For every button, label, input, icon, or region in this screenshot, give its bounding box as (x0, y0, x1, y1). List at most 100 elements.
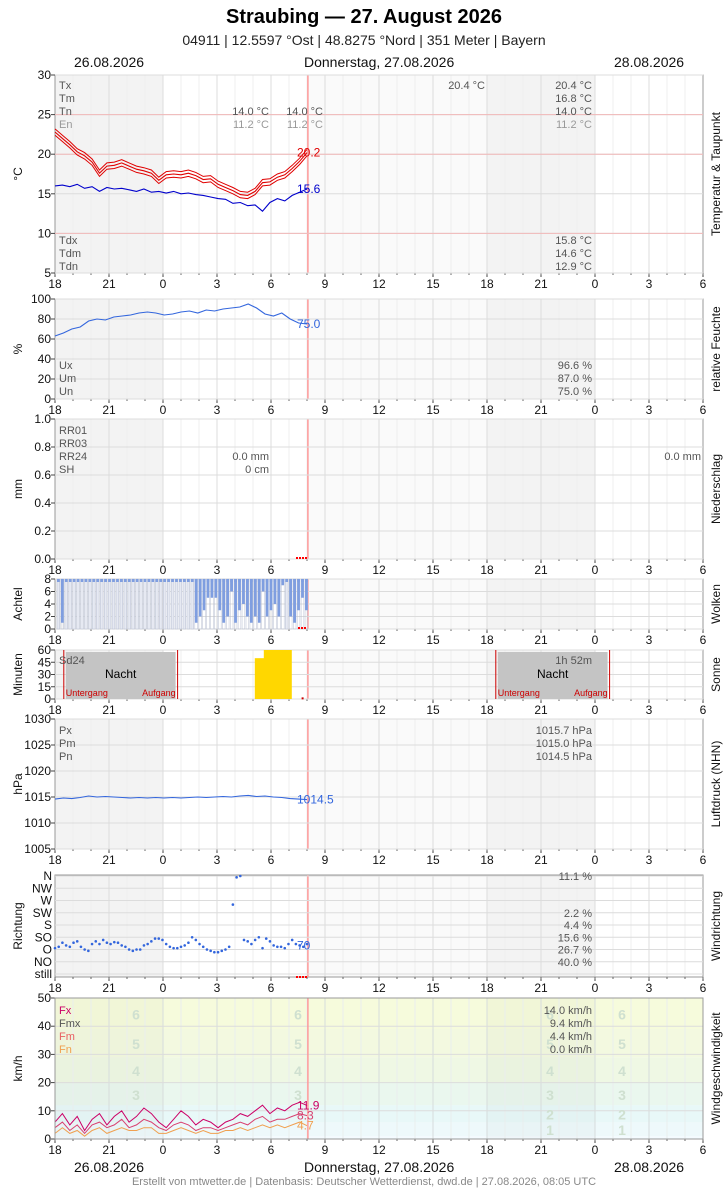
cloud-bar (261, 579, 265, 592)
x-tick-label: 9 (322, 563, 329, 577)
x-tick-label: 18 (480, 703, 494, 717)
y-tick-label: 20 (38, 1076, 52, 1090)
x-tick-label: 21 (534, 633, 548, 647)
cloud-bar-top (159, 579, 163, 582)
cloud-bar-top (167, 579, 170, 582)
x-tick-label: 9 (322, 633, 329, 647)
y-tick-label: 60 (38, 643, 52, 657)
legend-row: Fmx (59, 1018, 81, 1030)
direction-missing-marker (305, 976, 307, 978)
cloud-bar-bg (178, 578, 183, 630)
cloud-bar (253, 579, 257, 617)
y-tick-label: 1015 (24, 790, 51, 804)
cloud-bar-bg (96, 578, 100, 630)
direction-missing-marker (299, 976, 301, 978)
station-info: 04911 | 12.5597 °Ost | 48.8275 °Nord | 3… (182, 32, 546, 48)
x-tick-label: 21 (534, 563, 548, 577)
direction-point (101, 938, 105, 942)
cloud-bar-bg (139, 578, 143, 630)
x-tick-label: 3 (214, 981, 221, 995)
x-tick-label: 0 (592, 563, 599, 577)
direction-point (61, 941, 64, 944)
direction-point (153, 937, 157, 940)
x-tick-label: 6 (268, 277, 275, 291)
panel-5: 18 21 0 3 6 9 12 15 18 21 0 3 6SonneMinuten015304560… (11, 643, 723, 717)
precip-marker (305, 557, 307, 559)
x-tick-label: 6 (700, 633, 707, 647)
cloud-bar-bg (127, 578, 131, 630)
cloud-bar-top (57, 579, 60, 582)
stat-day2: 11.1 % (559, 871, 593, 883)
cloud-bar-top (155, 579, 159, 582)
beaufort-label: 1 (618, 1122, 626, 1138)
direction-label: N (43, 869, 52, 883)
end-value-label: 8.3 (297, 1109, 314, 1123)
night-label: Nacht (105, 667, 137, 681)
x-tick-label: 6 (700, 853, 707, 867)
sun-bar (254, 658, 265, 699)
direction-point (161, 938, 164, 942)
cloud-bar-bg (64, 578, 68, 630)
x-tick-label: 21 (534, 403, 548, 417)
cloud-bar-top (179, 579, 182, 582)
x-tick-label: 6 (700, 277, 707, 291)
panel-title: Wolken (709, 584, 723, 624)
cloud-bar-top (112, 579, 115, 582)
y-tick-label: 0.6 (34, 468, 51, 482)
x-tick-label: 18 (48, 853, 62, 867)
cloud-missing-marker (304, 627, 306, 629)
direction-point (227, 945, 231, 949)
x-tick-label: 9 (322, 981, 329, 995)
end-value-label: 11.9 (297, 1098, 320, 1112)
panel-title: Sonne (709, 657, 723, 692)
direction-point (68, 945, 72, 949)
direction-point (242, 938, 246, 942)
y-axis-label: Achtel (11, 587, 25, 620)
cloud-bar-bg (80, 578, 84, 630)
cloud-bar-top (281, 579, 285, 582)
stat-day2: 14.0 km/h (544, 1005, 592, 1017)
stat-day2: 40.0 % (558, 957, 592, 969)
beaufort-label: 3 (294, 1087, 302, 1103)
x-tick-label: 0 (160, 853, 167, 867)
y-tick-label: 0.2 (34, 524, 51, 538)
date-right: 28.08.2026 (614, 54, 685, 70)
x-tick-label: 6 (268, 853, 275, 867)
stat-day2-tx: 20.4 °C (448, 80, 485, 92)
date-center: Donnerstag, 27.08.2026 (304, 1159, 455, 1175)
direction-label: still (35, 967, 52, 981)
legend-row: Pn (59, 751, 72, 763)
direction-label: NO (34, 955, 52, 969)
direction-point (72, 941, 75, 944)
direction-point (253, 938, 257, 942)
direction-label: W (41, 894, 53, 908)
direction-point (179, 945, 183, 949)
legend-row: Sd24 (59, 655, 85, 667)
x-tick-label: 6 (700, 1143, 707, 1157)
cloud-bar-bg (123, 578, 127, 630)
y-tick-label: 8 (44, 572, 51, 586)
cloud-bar (210, 579, 214, 598)
y-tick-label: 80 (38, 312, 52, 326)
x-tick-label: 3 (646, 981, 653, 995)
cloud-bar (281, 579, 285, 586)
stat-day2-bottom: 15.8 °C (555, 235, 592, 247)
cloud-bar-top (60, 579, 64, 582)
beaufort-label: 5 (132, 1036, 140, 1052)
end-value-label: 20.2 (297, 146, 321, 160)
direction-point (112, 940, 116, 944)
series-line (54, 1121, 308, 1137)
x-tick-label: 0 (160, 403, 167, 417)
cloud-bar-top (64, 579, 68, 582)
y-tick-label: 60 (38, 332, 52, 346)
x-tick-label: 9 (322, 277, 329, 291)
direction-point (294, 942, 298, 946)
x-tick-label: 12 (372, 633, 386, 647)
x-tick-label: 6 (268, 403, 275, 417)
direction-point (157, 937, 161, 940)
beaufort-label: 4 (294, 1063, 302, 1079)
legend-row: Px (59, 725, 72, 737)
direction-point (305, 942, 309, 946)
x-tick-label: 21 (102, 1143, 116, 1157)
